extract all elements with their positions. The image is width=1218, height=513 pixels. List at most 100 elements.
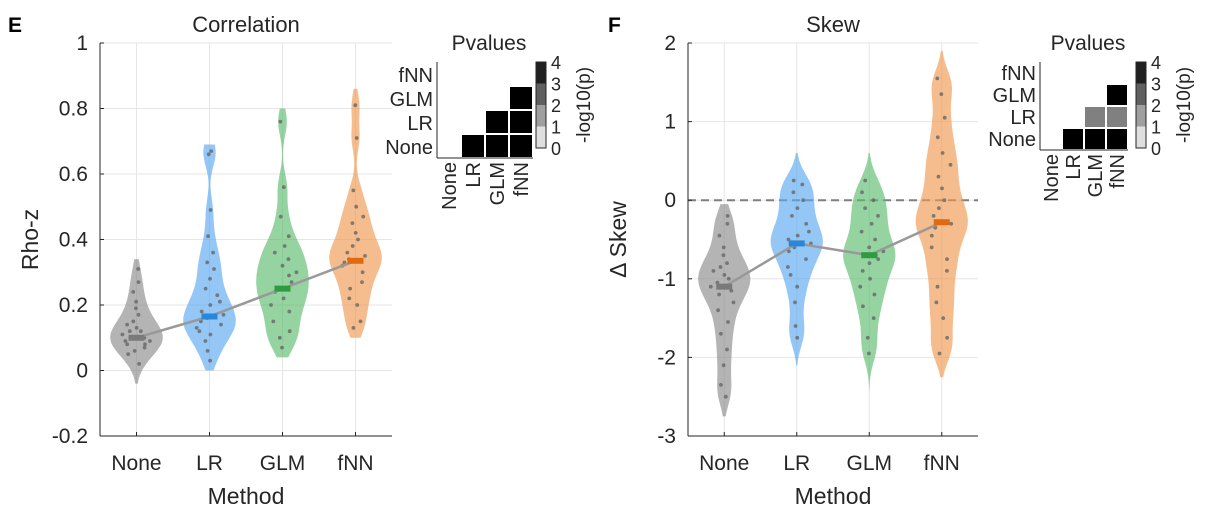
data-point — [721, 245, 726, 250]
data-point — [807, 229, 811, 234]
colorbar-frame — [535, 61, 547, 149]
colorbar-tick-label: 4 — [551, 53, 561, 73]
data-point — [867, 351, 871, 356]
pvalue-row-label: GLM — [390, 89, 433, 111]
pvalue-cell — [1107, 107, 1127, 127]
data-point — [281, 185, 286, 190]
colorbar-label: -log10(p) — [1174, 67, 1195, 143]
data-point — [353, 231, 358, 235]
data-point — [138, 329, 143, 334]
pvalue-col-label: None — [1041, 154, 1063, 202]
data-point — [208, 303, 213, 307]
data-point — [937, 206, 941, 211]
pvalue-row-label: None — [988, 129, 1036, 151]
data-point — [788, 273, 793, 277]
chart-title: Correlation — [192, 12, 300, 37]
data-point — [136, 312, 141, 317]
pvalue-cell — [510, 111, 532, 133]
y-tick-label: 1 — [76, 32, 88, 55]
pvalue-cell — [1085, 107, 1105, 127]
data-point — [793, 324, 798, 328]
data-point — [861, 304, 865, 309]
x-axis-label: Method — [795, 483, 872, 509]
x-tick-label: None — [699, 452, 749, 475]
data-point — [354, 136, 359, 140]
y-axis-label: Rho-z — [17, 209, 43, 270]
data-point — [871, 198, 876, 203]
data-point — [940, 151, 945, 155]
x-tick-label: LR — [783, 452, 810, 475]
data-point — [937, 351, 942, 356]
data-point — [791, 190, 796, 195]
y-tick-label: 0.6 — [59, 163, 88, 186]
data-point — [872, 292, 877, 297]
data-point — [134, 326, 139, 330]
pvalue-col-label: fNN — [511, 162, 533, 196]
pvalue-cell — [1063, 129, 1083, 149]
data-point — [286, 234, 291, 239]
x-axis-label: Method — [208, 483, 285, 509]
data-point — [287, 309, 292, 314]
colorbar-segment — [536, 126, 546, 148]
median-marker-none — [716, 283, 733, 290]
data-point — [790, 214, 794, 218]
pvalue-row-label: LR — [407, 113, 433, 135]
data-point — [294, 270, 299, 275]
data-point — [280, 263, 285, 268]
data-point — [795, 284, 800, 289]
pvalue-row-label: fNN — [1002, 63, 1036, 85]
colorbar-tick-label: 2 — [1151, 96, 1161, 116]
colorbar-segment — [536, 62, 546, 84]
data-point — [722, 273, 727, 277]
data-point — [718, 265, 723, 269]
data-point — [278, 119, 283, 124]
data-point — [871, 316, 876, 320]
data-point — [800, 182, 805, 187]
data-point — [945, 335, 949, 340]
data-point — [289, 280, 294, 284]
data-point — [945, 269, 949, 273]
pvalue-col-label: fNN — [1107, 154, 1129, 188]
data-point — [360, 270, 365, 275]
data-point — [278, 214, 283, 219]
pvalue-cell — [486, 135, 508, 157]
median-marker-fnn — [347, 257, 364, 264]
data-point — [206, 152, 211, 157]
data-point — [137, 362, 142, 366]
data-point — [935, 76, 940, 81]
data-point — [859, 229, 864, 234]
data-point — [347, 296, 352, 301]
data-point — [936, 174, 941, 179]
data-point — [287, 273, 291, 278]
data-point — [863, 178, 868, 183]
data-point — [131, 319, 136, 324]
data-point — [711, 269, 716, 273]
pvalue-col-label: GLM — [487, 162, 509, 205]
data-point — [939, 92, 944, 96]
data-point — [945, 257, 949, 261]
data-point — [351, 188, 356, 193]
x-tick-label: fNN — [337, 452, 373, 475]
y-tick-label: -2 — [657, 346, 676, 369]
y-tick-label: 0.4 — [59, 229, 89, 252]
data-point — [345, 250, 350, 255]
data-point — [350, 221, 355, 226]
data-point — [282, 244, 287, 248]
data-point — [940, 186, 944, 191]
violin-glm — [256, 108, 309, 358]
pvalue-cell — [462, 135, 484, 157]
pvalue-title: Pvalues — [452, 32, 527, 55]
data-point — [725, 221, 730, 226]
data-point — [286, 257, 291, 261]
x-tick-label: GLM — [260, 452, 306, 475]
data-point — [197, 329, 202, 334]
data-point — [125, 322, 129, 327]
data-point — [804, 221, 809, 226]
data-point — [363, 254, 367, 258]
data-point — [708, 284, 713, 289]
